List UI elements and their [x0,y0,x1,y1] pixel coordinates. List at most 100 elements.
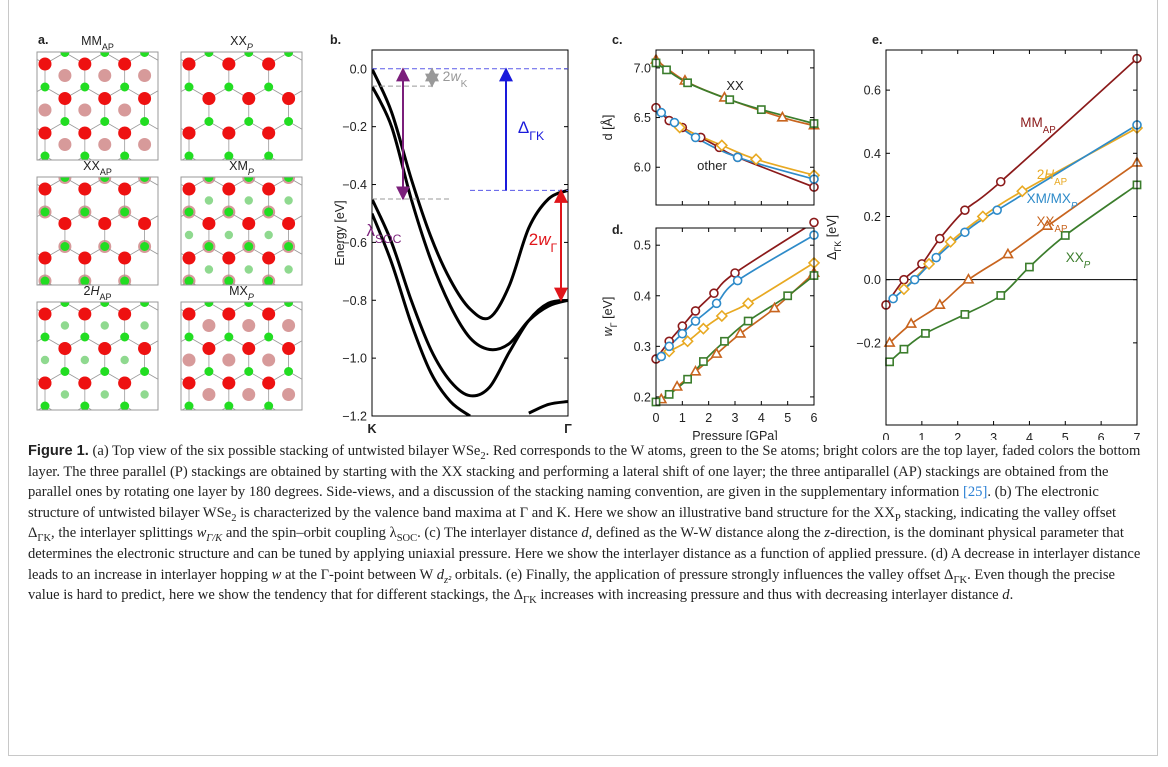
atom-bottom [160,185,168,193]
atom-bottom [324,403,332,411]
text-run: w [538,230,552,249]
atom-bottom [264,230,273,240]
atom-bottom [21,321,29,329]
atom-top-w [158,58,171,71]
atom-top-se [184,332,194,342]
bond [5,191,25,203]
atom-top-se [80,401,90,410]
atom-top-w [382,321,395,334]
text-run: P [247,42,253,52]
atom-bottom [80,355,90,365]
atom-top-se [324,380,333,389]
marker [734,327,747,338]
atom-top-w [0,196,12,209]
marker [976,210,989,223]
atom-top-se [60,117,70,126]
atom-top-w [158,183,171,196]
marker [905,317,918,328]
bond [348,281,368,293]
bond [5,268,25,280]
series-line [372,212,471,416]
x-tick-label: 1 [679,411,686,425]
marker [899,344,909,354]
y-tick-label: 0.2 [634,390,651,404]
bond [368,53,388,65]
y-tick-label: 0.0 [864,273,881,287]
atom-top-w [362,148,375,161]
marker [768,301,781,313]
marker [1041,219,1054,230]
atom-top-se [264,276,274,285]
atom-bottom [324,255,332,263]
bond [249,18,269,30]
bond [408,87,428,99]
atom-bottom [1,356,9,364]
bond [368,156,388,168]
atom-bottom [324,265,332,273]
tile-label: MMAP [81,34,114,52]
plot-frame [655,227,815,406]
bond [25,18,45,30]
atom-bottom [163,319,176,332]
atom-bottom [58,69,72,82]
caption-run: , the interlayer splittings [51,525,197,542]
tile-bg [181,52,302,160]
text-run: 2 [84,284,91,298]
atom-top-w [242,92,256,105]
atom-top-w [182,376,196,390]
atom-bottom [324,344,332,352]
atom-bottom [344,379,352,387]
bond [348,143,368,155]
atom-top-w [38,376,52,390]
bond [5,303,25,315]
atom-top-w [118,376,132,390]
marker [709,288,719,299]
y-tick-label: 0.4 [634,289,651,303]
tile [181,18,428,264]
bond [328,53,348,65]
atom-top-se [21,298,30,307]
atom-bottom [344,83,352,91]
atom-top-se [324,117,333,126]
tile-label: MXP [229,284,254,302]
atom-bottom [322,378,335,391]
caption-run: SOC [396,533,418,545]
atom-top-se [344,152,353,161]
atom-top-w [202,161,215,174]
atom-top-se [404,255,413,264]
text-run: λ [366,221,375,240]
atom-top-se [160,83,169,92]
atom-bottom [21,288,29,296]
atom-top-se [244,367,254,376]
x-tick-label: 7 [1134,431,1141,440]
atom-top-se [324,367,333,376]
tile-border [180,176,303,286]
atom-top-w [38,182,52,196]
caption-run: 2 [231,512,237,524]
atom-bottom [262,353,276,367]
atom-top-se [21,173,30,182]
atom-bottom [158,275,171,288]
marker [921,328,930,338]
atom-bottom [222,423,235,436]
atom-top-w [58,342,72,355]
bond [5,372,25,384]
atom-top-w [118,182,132,196]
bond [368,191,388,203]
atom-top-w [163,342,176,355]
atom-bottom [38,103,52,117]
bond [368,178,388,190]
atom-top-w [322,92,335,105]
bond [309,337,329,349]
caption-run: -direction, is the dominant physical par… [28,525,1141,583]
atom-bottom [41,425,49,433]
atom-bottom [165,265,173,273]
atom-top-w [222,57,236,71]
atom-bottom [0,206,12,219]
bond [5,337,25,349]
caption-run: d [1002,587,1010,604]
atom-bottom [184,230,194,240]
atom-bottom [304,152,312,160]
series-line [892,124,1137,300]
atom-top-w [58,217,72,230]
